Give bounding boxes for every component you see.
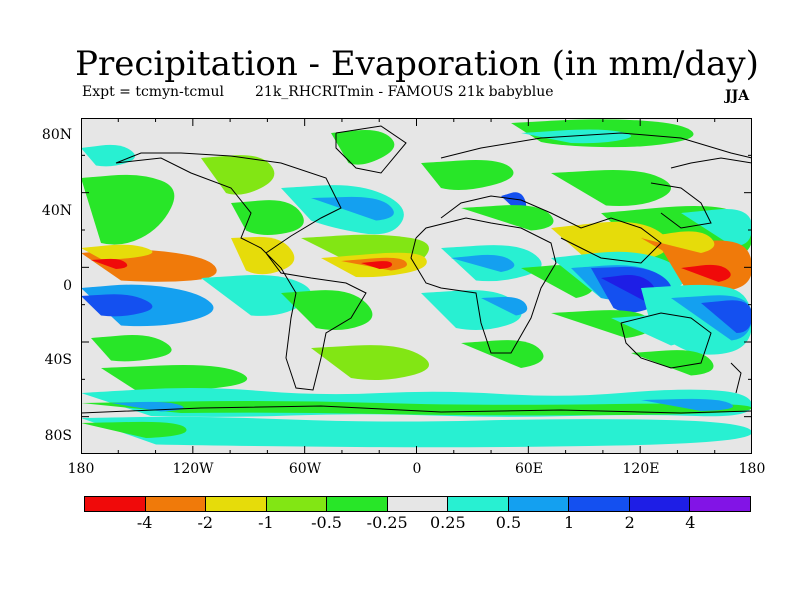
lon-label-120w: 120W (172, 461, 214, 477)
anomaly-region-tasman-green (631, 350, 714, 376)
lat-label-40n: 40N (41, 203, 72, 219)
anomaly-region-africa-blue (451, 254, 515, 272)
anomaly-region-natl-blue (311, 196, 394, 221)
colorbar-label: -0.5 (311, 513, 342, 532)
coastline-americas (115, 152, 367, 391)
anomaly-region-maritime-deep (601, 275, 655, 301)
anomaly-region-na-green (201, 155, 275, 195)
anomaly-region-europe (421, 160, 514, 190)
season-label: JJA (725, 88, 750, 104)
colorbar-label: 1 (563, 513, 575, 532)
map-frame (81, 118, 752, 454)
colorbar-label: -4 (136, 513, 153, 532)
anomaly-region-npac-green (81, 174, 175, 245)
chart-title: Precipitation - Evaporation (in mm/day) (75, 44, 759, 84)
colorbar-swatch (448, 497, 509, 511)
lon-label-180w: 180 (67, 461, 95, 477)
lat-label-0: 0 (63, 278, 72, 294)
colorbar-swatch (327, 497, 388, 511)
anomaly-field-layer (81, 119, 752, 448)
experiment-label: Expt = tcmyn-tcmul (82, 84, 224, 100)
anomaly-region-epac-yellow (81, 244, 153, 260)
map-canvas (80, 117, 753, 455)
colorbar-label: -2 (197, 513, 214, 532)
coastline-eurasia-north (440, 132, 753, 159)
colorbar-label: 4 (685, 513, 696, 532)
lat-label-40s: 40S (44, 352, 72, 368)
anomaly-region-natl-cyan (281, 185, 404, 235)
lon-label-60e: 60E (514, 461, 544, 477)
colorbar-swatch (145, 497, 207, 511)
anomaly-region-spac-dark (701, 300, 752, 333)
lon-label-180e: 180 (738, 461, 766, 477)
colorbar (84, 496, 751, 512)
colorbar-swatch (387, 497, 449, 511)
anomaly-region-us-green (231, 200, 304, 235)
lat-label-80n: 80N (41, 127, 72, 143)
anomaly-region-aus-cyan (611, 315, 694, 346)
anomaly-region-spac-green (91, 335, 172, 362)
coastline-australia (620, 312, 712, 369)
anomaly-region-siberia (551, 170, 671, 206)
colorbar-label: 0.5 (495, 513, 522, 532)
anomaly-region-antarctic-cyan (81, 416, 752, 448)
lon-label-0: 0 (412, 461, 422, 477)
colorbar-swatch (569, 497, 630, 511)
lat-label-80s: 80S (44, 428, 72, 444)
colorbar-swatch (266, 497, 328, 511)
anomaly-region-satl-lgreen (311, 345, 429, 380)
anomaly-region-brazil-green (281, 290, 373, 330)
anomaly-region-so-green (461, 340, 544, 368)
experiment-description: 21k_RHCRITmin - FAMOUS 21k babyblue (255, 84, 554, 100)
anomaly-region-med-green (461, 205, 554, 231)
anomaly-region-atl-itcz-red (361, 261, 393, 269)
coastline-new-zealand (730, 362, 742, 394)
coastline-greenland (335, 125, 407, 174)
anomaly-region-so-blue-2 (641, 398, 733, 411)
coastline-layer (80, 125, 753, 414)
anomaly-region-nw-pac-cyan (681, 209, 752, 246)
colorbar-label: -1 (258, 513, 274, 532)
anomaly-region-epac-red (91, 258, 128, 269)
anomaly-region-satl-blue (481, 296, 528, 316)
anomaly-region-so-pac-green (101, 365, 248, 392)
anomaly-region-arctic-cyan (521, 129, 631, 144)
anomaly-region-wpac-red (681, 264, 731, 282)
lon-label-120e: 120E (622, 461, 660, 477)
map-panel (80, 117, 753, 455)
anomaly-region-so-green-band (81, 401, 752, 416)
anomaly-region-greenland (331, 130, 395, 165)
colorbar-swatch (690, 497, 751, 511)
anomaly-region-sam-cyan (201, 275, 311, 316)
anomaly-region-antarctic-green (81, 421, 187, 438)
colorbar-swatch (629, 497, 691, 511)
anomaly-region-sepac-dark (81, 294, 153, 317)
colorbar-swatch (85, 497, 146, 511)
colorbar-label: -0.25 (366, 513, 408, 532)
coastline-ne-siberia (670, 157, 753, 169)
lon-label-60w: 60W (288, 461, 322, 477)
coastline-africa (410, 217, 557, 354)
coastline-antarctica (80, 405, 753, 414)
colorbar-swatch (508, 497, 570, 511)
anomaly-region-wpac-yellow (641, 231, 715, 253)
colorbar-label: 0.25 (430, 513, 466, 532)
colorbar-label: 2 (624, 513, 635, 532)
coastline-east-asia (650, 182, 712, 229)
coastline-eurasia-south (440, 195, 662, 264)
colorbar-swatch (206, 497, 267, 511)
